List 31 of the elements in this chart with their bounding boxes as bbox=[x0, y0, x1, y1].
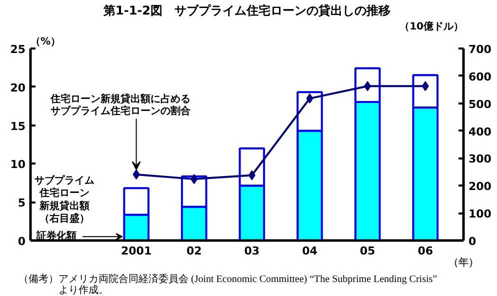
y2-tick-label: 400 bbox=[468, 125, 492, 138]
y2-tick-label: 100 bbox=[468, 208, 492, 221]
y-tick-label: 10 bbox=[10, 158, 26, 172]
x-tick-label: 05 bbox=[360, 244, 376, 258]
x-tick-label: 06 bbox=[418, 244, 434, 258]
y-tick-label: 15 bbox=[10, 120, 26, 133]
y2-tick-label: 500 bbox=[468, 98, 492, 111]
point bbox=[248, 170, 256, 180]
text: 住宅ローン新規貸出額に占めるサブプライム住宅ローンの割合 bbox=[49, 92, 192, 117]
y2-tick-label: 0 bbox=[468, 235, 476, 248]
y2-tick-label: 700 bbox=[468, 43, 492, 56]
chart-title: 第1-1-2図 サブプライム住宅ローンの貸出しの推移 bbox=[102, 4, 391, 18]
x-tick-label: 03 bbox=[244, 244, 260, 258]
y-axis-title: （%） bbox=[30, 36, 61, 48]
point bbox=[190, 174, 198, 184]
y2-tick-label: 300 bbox=[468, 152, 492, 166]
x-axis-title: （年） bbox=[448, 256, 478, 268]
point bbox=[306, 93, 314, 104]
y-tick-label: 5 bbox=[18, 196, 26, 210]
x-tick-label: 2001 bbox=[120, 244, 152, 258]
y2-tick-label: 200 bbox=[468, 180, 492, 194]
point bbox=[132, 169, 140, 180]
y-tick-label: 20 bbox=[10, 81, 26, 94]
y-tick-label: 25 bbox=[10, 43, 26, 56]
x-tick-label: 02 bbox=[186, 244, 202, 258]
y-tick-label: 0 bbox=[18, 235, 26, 248]
x-tick-label: 04 bbox=[302, 244, 318, 258]
text: （備考）アメリカ両院合同経済委員会 (Joint Economic Committee) “The Subprime Lending Crisis” より作成。 bbox=[18, 273, 438, 296]
y2-tick-label: 600 bbox=[468, 70, 492, 84]
y2-axis-title: （10億ドル） bbox=[400, 20, 464, 32]
text: サブプライム住宅ローン新規貸出額（右目盛） bbox=[34, 174, 94, 225]
